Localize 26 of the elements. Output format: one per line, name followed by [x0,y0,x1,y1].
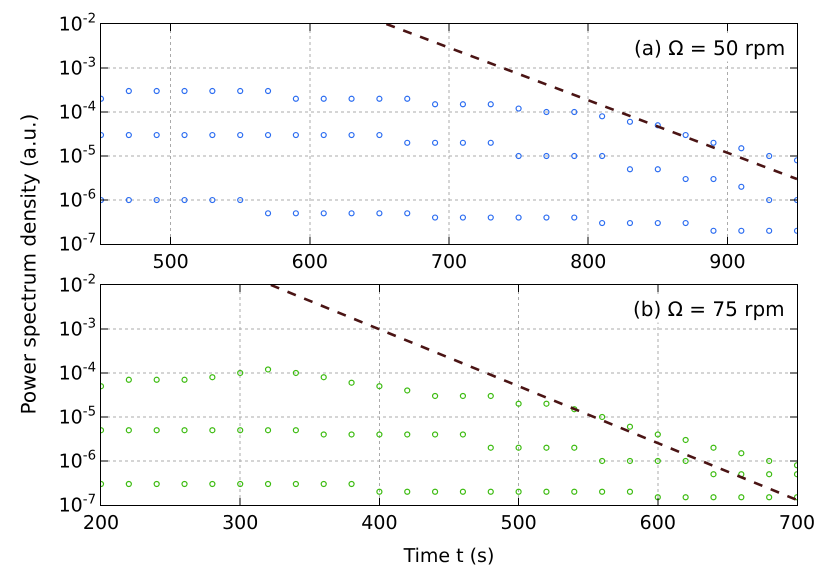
y-tick-label: 10$^{-3}$ [58,56,96,80]
annotation: (b) Ω = 75 rpm [633,297,785,321]
y-tick-label: 10$^{-2}$ [58,12,96,36]
x-tick-label: 700 [430,251,468,274]
y-tick-label: 10$^{-5}$ [58,144,96,168]
annotation: (a) Ω = 50 rpm [634,36,786,60]
y-tick-label: 10$^{-3}$ [58,316,96,341]
x-tick-label: 400 [361,512,398,534]
y-tick-label: 10$^{-2}$ [58,272,96,297]
y-tick-label: 10$^{-4}$ [58,100,96,124]
x-tick-label: 500 [152,251,189,274]
y-tick-label: 10$^{-6}$ [58,188,96,212]
x-tick-label: 600 [292,251,328,274]
y-axis-title: Power spectrum density (a.u.) [16,114,40,414]
x-axis-title: Time t (s) [402,544,494,567]
y-tick-label: 10$^{-4}$ [58,360,96,385]
y-tick-label: 10$^{-7}$ [58,232,96,256]
x-tick-label: 700 [778,512,816,534]
x-tick-label: 300 [222,512,258,534]
x-tick-label: 600 [640,512,676,534]
x-tick-label: 500 [500,512,537,534]
y-tick-label: 10$^{-5}$ [58,404,96,429]
x-tick-label: 800 [570,251,606,274]
y-tick-label: 10$^{-6}$ [58,448,96,473]
x-tick-label: 900 [709,251,746,274]
x-tick-label: 200 [82,512,120,534]
